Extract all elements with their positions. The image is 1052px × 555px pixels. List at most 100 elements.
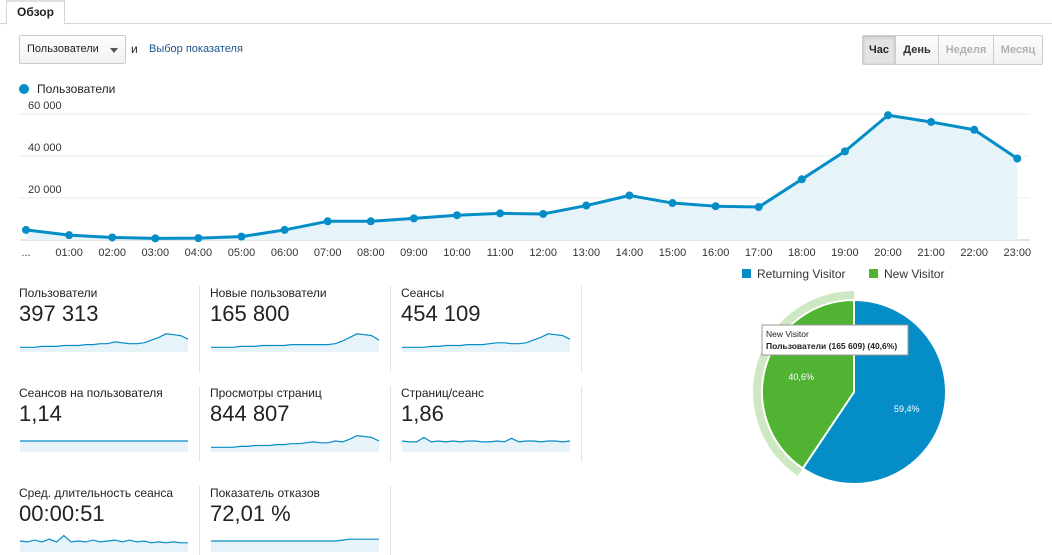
divider	[390, 486, 391, 555]
period-week-button[interactable]: Неделя	[939, 36, 994, 64]
metric-sparkline	[20, 440, 188, 452]
visitor-pie-chart: Returning Visitor New Visitor 59,4% 40,6% Ne…	[742, 267, 947, 485]
period-hour-button[interactable]: Час	[863, 36, 896, 64]
metric-sparkline	[402, 333, 571, 352]
metric-label: Новые пользователи	[210, 286, 327, 300]
data-point	[151, 234, 160, 243]
x-tick-label: 23:00	[1004, 247, 1032, 259]
divider	[581, 286, 582, 372]
pie-legend-label: New Visitor	[884, 267, 944, 281]
period-selector: Час День Неделя Месяц	[862, 35, 1043, 65]
period-day-button[interactable]: День	[896, 36, 939, 64]
x-tick-label: 08:00	[357, 247, 385, 259]
series-legend-label: Пользователи	[37, 82, 116, 96]
sparkline-line	[211, 333, 380, 348]
data-point	[108, 233, 117, 242]
x-tick-label: 19:00	[831, 247, 859, 259]
metric-sparkline	[211, 434, 380, 452]
data-point	[668, 199, 677, 208]
slice-label: 59,4%	[894, 404, 920, 414]
y-tick-label: 60 000	[28, 100, 62, 112]
metric-pages-per-session[interactable]: Страниц/сеанс 1,86	[401, 386, 586, 466]
x-tick-label: 18:00	[788, 247, 816, 259]
metric-value: 72,01 %	[210, 501, 291, 526]
divider	[199, 386, 200, 462]
divider	[199, 286, 200, 372]
divider	[199, 486, 200, 555]
x-tick-label: 10:00	[443, 247, 471, 259]
x-tick-label: 02:00	[98, 247, 126, 259]
x-tick-label: 12:00	[529, 247, 557, 259]
sparkline-line	[211, 434, 380, 448]
data-point	[539, 209, 548, 218]
x-tick-label: 01:00	[55, 247, 83, 259]
x-tick-label: 16:00	[702, 247, 730, 259]
sparkline-line	[402, 333, 571, 348]
users-line-chart: 20 000 40 000 60 000... 01:00 02:00 03:00 04:0…	[20, 100, 1032, 259]
chevron-down-icon	[110, 48, 118, 53]
metric-sparkline	[211, 538, 379, 552]
x-tick-label: 21:00	[917, 247, 945, 259]
metric-sessions[interactable]: Сеансы 454 109	[401, 286, 586, 366]
series-line	[25, 113, 1019, 240]
sparkline-area	[20, 441, 188, 452]
data-point	[927, 117, 936, 126]
metric-new-users[interactable]: Новые пользователи 165 800	[210, 286, 395, 366]
metric-sessions-per-user[interactable]: Сеансов на пользователя 1,14	[19, 386, 204, 466]
and-label: и	[131, 42, 138, 56]
metric-value: 1,86	[401, 401, 444, 426]
metric-label: Просмотры страниц	[210, 386, 322, 400]
x-tick-label: ...	[21, 247, 30, 259]
metric-label: Сред. длительность сеанса	[19, 486, 174, 500]
data-point	[194, 234, 203, 243]
data-point	[582, 201, 591, 210]
metric-pageviews[interactable]: Просмотры страниц 844 807	[210, 386, 395, 466]
choose-metric-link[interactable]: Выбор показателя	[149, 43, 243, 55]
x-tick-label: 06:00	[271, 247, 299, 259]
legend-swatch	[742, 269, 751, 278]
data-point	[496, 209, 505, 218]
data-point	[22, 225, 30, 234]
pie-legend-label: Returning Visitor	[757, 267, 846, 281]
x-tick-label: 05:00	[228, 247, 256, 259]
metric-select[interactable]: Пользователи	[19, 35, 126, 64]
data-point	[970, 125, 979, 134]
sparkline-line	[211, 538, 379, 542]
data-point	[280, 225, 289, 234]
metric-value: 397 313	[19, 301, 99, 326]
x-tick-label: 04:00	[185, 247, 213, 259]
metric-avg-session-duration[interactable]: Сред. длительность сеанса 00:00:51	[19, 486, 204, 555]
data-point	[625, 191, 634, 200]
metric-label: Сеансов на пользователя	[19, 386, 163, 400]
series-area	[26, 115, 1018, 240]
tooltip-box	[761, 324, 909, 356]
sparkline-area	[20, 333, 188, 352]
metric-label: Сеансы	[401, 286, 445, 300]
data-point	[65, 231, 74, 240]
metric-sparkline	[20, 333, 189, 352]
period-month-button[interactable]: Месяц	[994, 36, 1042, 64]
metric-sparkline	[211, 333, 380, 352]
metric-label: Показатель отказов	[210, 486, 320, 500]
sparkline-line	[20, 333, 189, 348]
tooltip-title: New Visitor	[766, 329, 809, 339]
metric-users[interactable]: Пользователи 397 313	[19, 286, 204, 366]
data-point	[711, 202, 720, 211]
x-tick-label: 17:00	[745, 247, 773, 259]
x-tick-label: 03:00	[142, 247, 170, 259]
metric-bounce-rate[interactable]: Показатель отказов 72,01 %	[210, 486, 395, 555]
metric-select-value: Пользователи	[27, 43, 99, 55]
sparkline-area	[211, 539, 379, 552]
metric-value: 454 109	[401, 301, 481, 326]
tooltip-value: Пользователи (165 609) (40,6%)	[766, 341, 897, 351]
metric-value: 165 800	[210, 301, 290, 326]
series-legend-dot	[19, 84, 29, 94]
data-point	[884, 111, 892, 120]
x-tick-label: 15:00	[659, 247, 687, 259]
legend-swatch	[869, 269, 878, 278]
y-tick-label: 40 000	[28, 142, 62, 154]
x-tick-label: 07:00	[314, 247, 342, 259]
tab-overview[interactable]: Обзор	[6, 0, 65, 25]
data-point	[797, 175, 806, 184]
metric-value: 00:00:51	[19, 501, 105, 526]
